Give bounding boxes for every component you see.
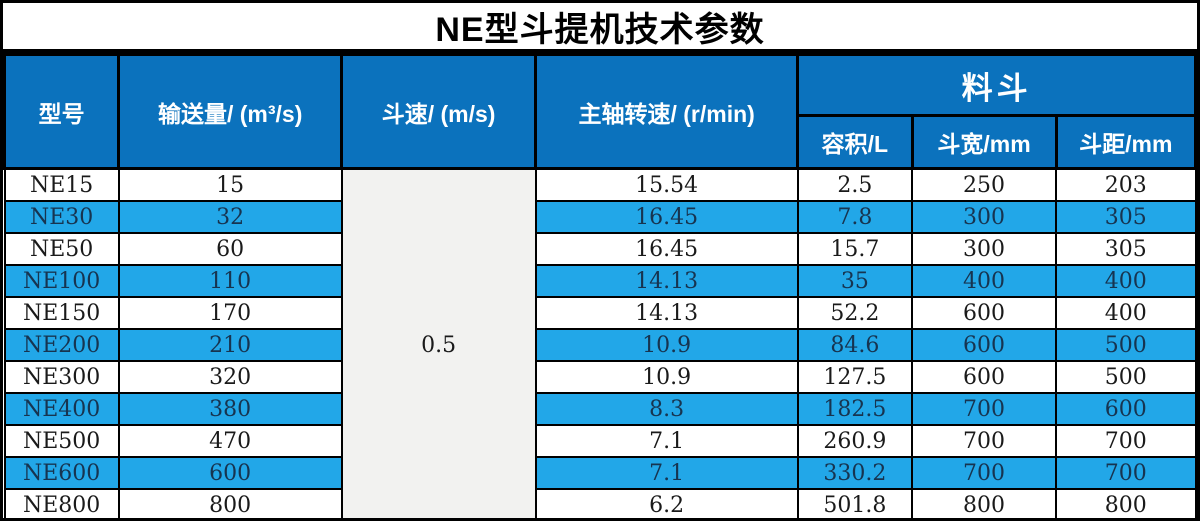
cell-volume: 84.6	[796, 328, 914, 362]
page-title: NE型斗提机技术参数	[435, 10, 765, 49]
cell-bucket-width: 600	[910, 328, 1058, 362]
cell-bucket-pitch: 400	[1055, 264, 1197, 298]
cell-capacity: 470	[117, 424, 343, 458]
cell-model: NE100	[3, 264, 120, 298]
cell-capacity: 110	[117, 264, 343, 298]
cell-model: NE15	[3, 167, 120, 202]
table-row: NE300 320 10.9 127.5 600 500	[3, 360, 1197, 394]
cell-model: NE300	[3, 360, 120, 394]
cell-volume: 2.5	[796, 167, 914, 202]
header-model: 型号	[3, 53, 121, 170]
cell-shaft-speed: 15.54	[534, 167, 799, 202]
spec-table: 型号 输送量/ (m³/s) 斗速/ (m/s) 主轴转速/ (r/min) 料…	[3, 53, 1197, 518]
cell-bucket-width: 700	[910, 424, 1058, 458]
cell-capacity: 210	[117, 328, 343, 362]
cell-model: NE600	[3, 456, 120, 490]
table-row: NE600 600 7.1 330.2 700 700	[3, 456, 1197, 490]
cell-capacity: 60	[117, 232, 343, 266]
bucket-speed-merged-cell: 0.5	[340, 167, 537, 518]
cell-shaft-speed: 16.45	[534, 232, 799, 266]
cell-model: NE150	[3, 296, 120, 330]
table-row: NE400 380 8.3 182.5 700 600	[3, 392, 1197, 426]
cell-volume: 260.9	[796, 424, 914, 458]
cell-volume: 501.8	[796, 488, 914, 518]
cell-volume: 52.2	[796, 296, 914, 330]
table-row: NE200 210 10.9 84.6 600 500	[3, 328, 1197, 362]
cell-bucket-width: 700	[910, 456, 1058, 490]
cell-volume: 127.5	[796, 360, 914, 394]
cell-bucket-pitch: 305	[1055, 200, 1197, 234]
cell-volume: 182.5	[796, 392, 914, 426]
cell-shaft-speed: 14.13	[534, 296, 799, 330]
cell-bucket-width: 700	[910, 392, 1058, 426]
cell-bucket-pitch: 305	[1055, 232, 1197, 266]
header-capacity: 输送量/ (m³/s)	[117, 53, 344, 170]
header-shaft-speed: 主轴转速/ (r/min)	[534, 53, 800, 170]
cell-shaft-speed: 8.3	[534, 392, 799, 426]
cell-bucket-width: 800	[910, 488, 1058, 518]
cell-bucket-pitch: 500	[1055, 328, 1197, 362]
table-header: 型号 输送量/ (m³/s) 斗速/ (m/s) 主轴转速/ (r/min) 料…	[3, 53, 1197, 170]
table-row: NE100 110 14.13 35 400 400	[3, 264, 1197, 298]
cell-shaft-speed: 7.1	[534, 456, 799, 490]
cell-capacity: 32	[117, 200, 343, 234]
cell-shaft-speed: 7.1	[534, 424, 799, 458]
table-row: NE800 800 6.2 501.8 800 800	[3, 488, 1197, 518]
cell-capacity: 380	[117, 392, 343, 426]
cell-model: NE500	[3, 424, 120, 458]
cell-shaft-speed: 10.9	[534, 328, 799, 362]
cell-model: NE400	[3, 392, 120, 426]
cell-bucket-width: 250	[910, 167, 1058, 202]
cell-volume: 15.7	[796, 232, 914, 266]
header-bucket-speed: 斗速/ (m/s)	[340, 53, 538, 170]
cell-bucket-pitch: 700	[1055, 424, 1197, 458]
table-row: NE50 60 16.45 15.7 300 305	[3, 232, 1197, 266]
cell-capacity: 600	[117, 456, 343, 490]
title-bar: NE型斗提机技术参数	[3, 3, 1197, 53]
cell-capacity: 15	[117, 167, 343, 202]
cell-model: NE50	[3, 232, 120, 266]
cell-volume: 35	[796, 264, 914, 298]
cell-model: NE30	[3, 200, 120, 234]
cell-capacity: 320	[117, 360, 343, 394]
cell-volume: 7.8	[796, 200, 914, 234]
cell-bucket-pitch: 203	[1055, 167, 1197, 202]
cell-shaft-speed: 10.9	[534, 360, 799, 394]
cell-model: NE200	[3, 328, 120, 362]
header-bucket-width: 斗宽/mm	[910, 114, 1058, 170]
table-row: NE150 170 14.13 52.2 600 400	[3, 296, 1197, 330]
cell-shaft-speed: 16.45	[534, 200, 799, 234]
header-bucket-pitch: 斗距/mm	[1054, 114, 1197, 170]
table-row: NE15 15 0.5 15.54 2.5 250 203	[3, 167, 1197, 518]
cell-bucket-width: 300	[910, 200, 1058, 234]
cell-bucket-pitch: 400	[1055, 296, 1197, 330]
table-row: NE500 470 7.1 260.9 700 700	[3, 424, 1197, 458]
cell-shaft-speed: 14.13	[534, 264, 799, 298]
cell-bucket-pitch: 800	[1055, 488, 1197, 518]
cell-model: NE800	[3, 488, 120, 518]
table-body: NE15 15 0.5 15.54 2.5 250 203 NE30 32 16.45 7.8 300…	[3, 167, 1197, 518]
cell-capacity: 800	[117, 488, 343, 518]
cell-shaft-speed: 6.2	[534, 488, 799, 518]
table-row: NE30 32 16.45 7.8 300 305	[3, 200, 1197, 234]
cell-bucket-width: 600	[910, 360, 1058, 394]
cell-bucket-pitch: 500	[1055, 360, 1197, 394]
cell-bucket-pitch: 600	[1055, 392, 1197, 426]
cell-bucket-width: 400	[910, 264, 1058, 298]
cell-volume: 330.2	[796, 456, 914, 490]
cell-bucket-width: 300	[910, 232, 1058, 266]
header-volume: 容积/L	[796, 114, 914, 170]
cell-capacity: 170	[117, 296, 343, 330]
header-bucket-group: 料斗	[796, 53, 1197, 117]
cell-bucket-pitch: 700	[1055, 456, 1197, 490]
cell-bucket-width: 600	[910, 296, 1058, 330]
